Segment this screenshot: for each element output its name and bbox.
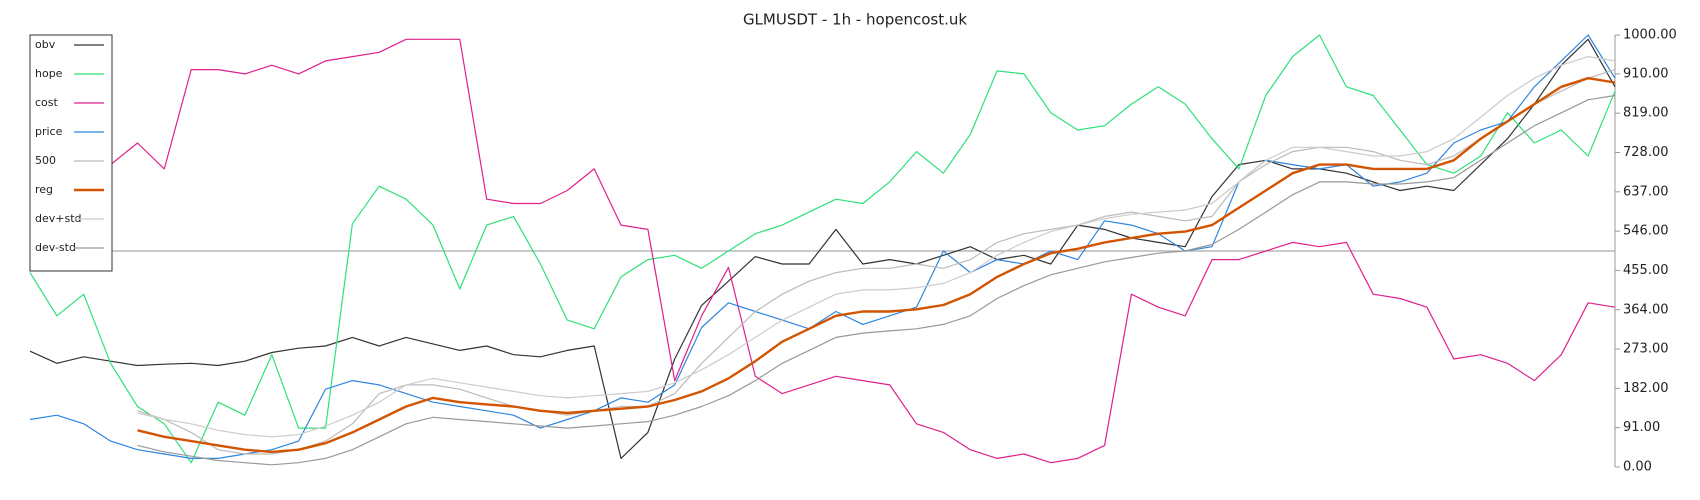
series-line (110, 38, 1616, 464)
y-tick-label: 273.00 (1623, 342, 1669, 357)
legend-label: price (35, 125, 63, 138)
y-tick-label: 819.00 (1623, 106, 1669, 121)
y-tick-label: 455.00 (1623, 263, 1669, 278)
legend-label: obv (35, 38, 56, 51)
chart-title: GLMUSDT - 1h - hopencost.uk (743, 11, 967, 29)
legend: obv hope cost price 500 reg dev+std dev-std (29, 34, 113, 272)
series-line (137, 77, 1616, 454)
y-tick-label: 182.00 (1623, 381, 1669, 396)
y-tick-label: 546.00 (1623, 224, 1669, 239)
legend-label: 500 (35, 154, 56, 167)
series-line (137, 69, 1616, 455)
y-tick-label: 1000.00 (1623, 28, 1677, 43)
legend-label: dev+std (35, 212, 82, 225)
series-line (29, 34, 1616, 459)
y-tick-label: 637.00 (1623, 184, 1669, 199)
legend-label: reg (35, 183, 53, 196)
legend-label: hope (35, 67, 63, 80)
series-line (29, 34, 1616, 464)
legend-label: cost (35, 96, 59, 109)
series-line (137, 56, 1616, 438)
series-line (137, 94, 1616, 466)
y-tick-label: 0.00 (1623, 460, 1652, 475)
series-line (29, 38, 1616, 459)
y-tick-label: 728.00 (1623, 145, 1669, 160)
legend-label: dev-std (35, 241, 76, 254)
y-tick-label: 364.00 (1623, 302, 1669, 317)
y-tick-label: 910.00 (1623, 66, 1669, 81)
y-tick-label: 91.00 (1623, 420, 1660, 435)
